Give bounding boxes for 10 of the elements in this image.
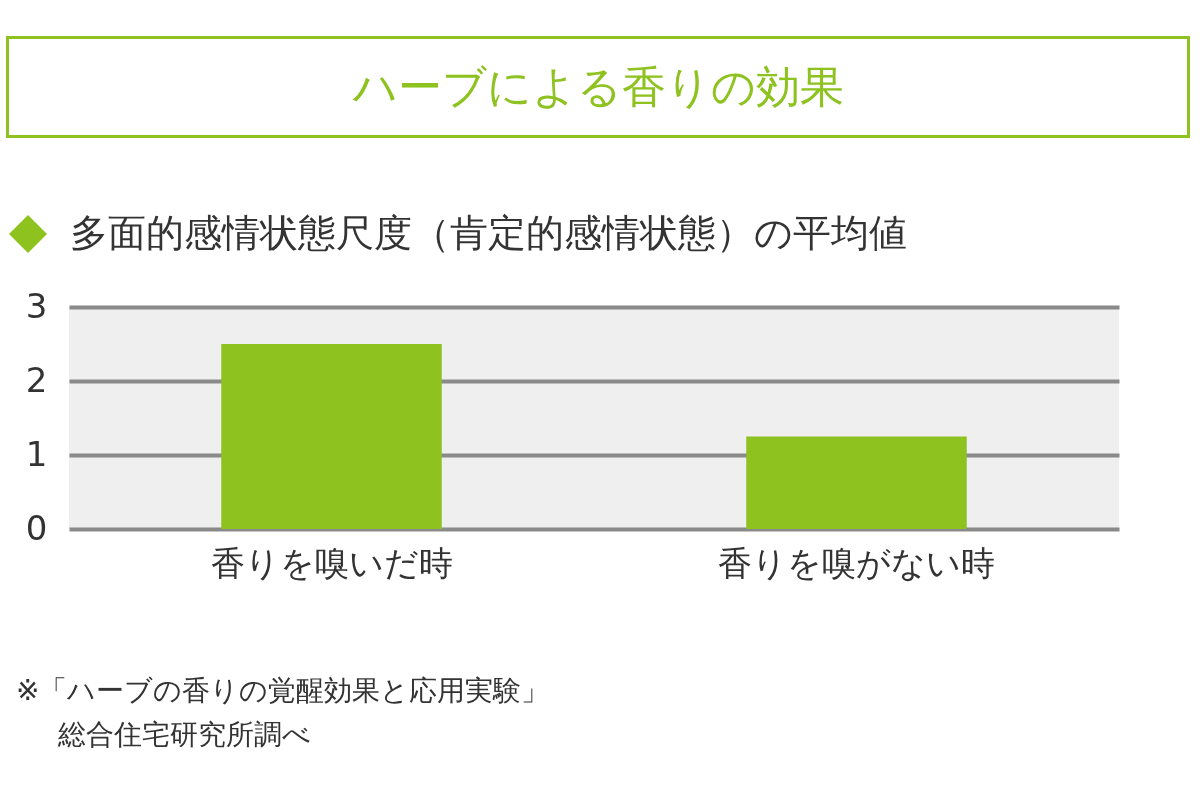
x-tick-label: 香りを嗅がない時: [718, 542, 995, 583]
y-tick-label: 3: [25, 285, 48, 326]
y-tick-label: 0: [25, 507, 48, 548]
text: 総合住宅研究所調べ: [58, 717, 311, 753]
chart-subtitle: 多面的感情状態尺度（肯定的感情状態）の平均値: [70, 210, 907, 257]
y-tick-label: 1: [25, 433, 48, 474]
chart-title: ハーブによる香りの効果: [6, 36, 1190, 138]
x-tick-label: 香りを嗅いだ時: [210, 542, 453, 583]
y-tick-label: 2: [25, 359, 48, 400]
text: ※「ハーブの香りの覚醒効果と応用実験」: [16, 673, 550, 709]
